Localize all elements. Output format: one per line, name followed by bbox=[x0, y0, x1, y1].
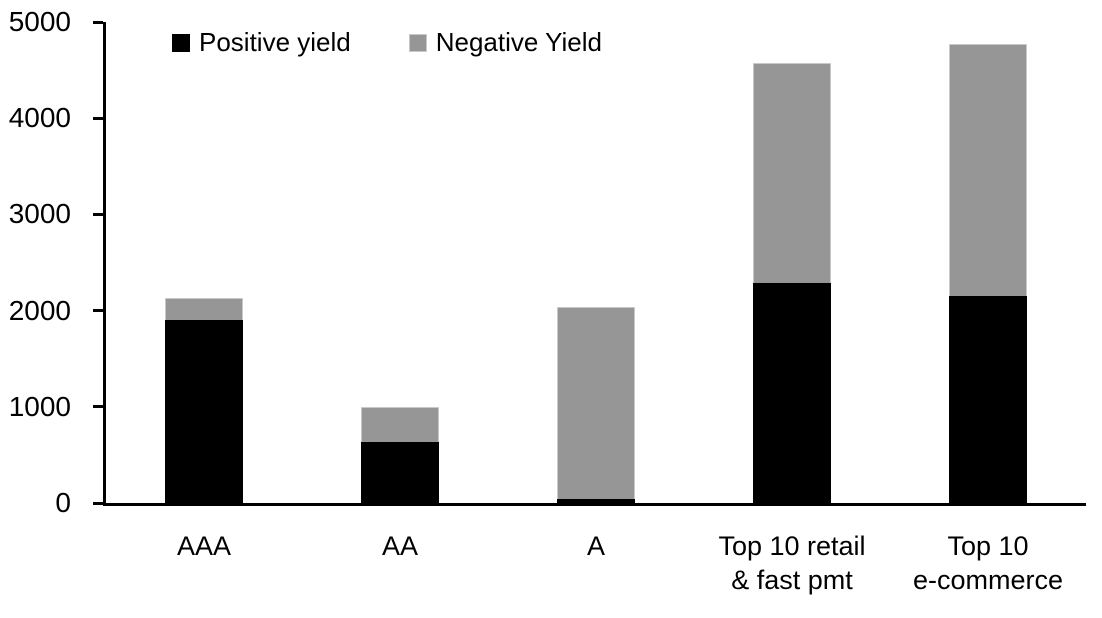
bar-segment-positive-yield-aaa bbox=[165, 320, 243, 503]
legend-item-positive-yield: Positive yield bbox=[172, 29, 351, 55]
bar-segment-negative-yield-aaa bbox=[165, 298, 243, 321]
y-axis-tick-label-3000: 3000 bbox=[8, 198, 71, 230]
bar-slot-top-10-e-commerce bbox=[890, 22, 1086, 503]
x-axis-category-label-top-10-retail-fast-pmt: Top 10 retail & fast pmt bbox=[718, 529, 865, 597]
bar-segment-positive-yield-top-10-e-commerce bbox=[949, 296, 1027, 503]
bar-slot-aaa bbox=[106, 22, 302, 503]
y-axis-tick-mark-1000 bbox=[93, 405, 103, 409]
bar-aaa bbox=[165, 298, 243, 503]
legend: Positive yield Negative Yield bbox=[172, 29, 602, 55]
legend-label-negative-yield: Negative Yield bbox=[435, 27, 602, 57]
x-axis-category-label-line: AA bbox=[381, 531, 419, 561]
legend-swatch-positive-yield bbox=[172, 34, 190, 52]
legend-label-positive-yield: Positive yield bbox=[199, 27, 351, 57]
bar-segment-positive-yield-aa bbox=[361, 442, 439, 503]
bar-aa bbox=[361, 406, 439, 503]
x-axis-category-label-aa: AA bbox=[382, 529, 418, 563]
legend-item-negative-yield: Negative Yield bbox=[408, 27, 602, 57]
bar-segment-positive-yield-top-10-retail-fast-pmt bbox=[753, 282, 831, 503]
plot-area bbox=[103, 22, 1086, 506]
y-axis-tick-mark-5000 bbox=[93, 20, 103, 24]
y-axis-tick-label-4000: 4000 bbox=[8, 102, 71, 134]
y-axis-tick-label-0: 0 bbox=[55, 487, 71, 518]
y-axis-tick-label-5000: 5000 bbox=[8, 6, 71, 37]
bar-top-10-e-commerce bbox=[949, 44, 1027, 503]
x-axis-category-label-line: Top 10 retail bbox=[718, 531, 866, 561]
x-axis-category-label-aaa: AAA bbox=[177, 529, 231, 563]
y-axis-tick-mark-3000 bbox=[93, 212, 103, 216]
bar-segment-negative-yield-a bbox=[557, 306, 635, 500]
y-axis-tick-mark-4000 bbox=[93, 116, 103, 120]
bar-slot-top-10-retail-fast-pmt bbox=[694, 22, 890, 503]
y-axis-tick-label-2000: 2000 bbox=[8, 294, 71, 326]
bar-slot-a bbox=[498, 22, 694, 503]
x-axis-category-label-line: e-commerce bbox=[912, 565, 1064, 595]
bar-segment-negative-yield-aa bbox=[361, 406, 439, 443]
bar-top-10-retail-fast-pmt bbox=[753, 63, 831, 503]
y-axis-tick-mark-0 bbox=[93, 501, 103, 505]
x-axis-category-label-a: A bbox=[587, 529, 605, 563]
legend-swatch-negative-yield bbox=[408, 34, 427, 52]
x-axis-category-label-line: & fast pmt bbox=[731, 565, 853, 595]
bar-segment-positive-yield-a bbox=[557, 499, 635, 503]
bar-a bbox=[557, 306, 635, 503]
x-axis-category-label-line: AAA bbox=[176, 531, 232, 561]
bar-segment-negative-yield-top-10-e-commerce bbox=[949, 44, 1027, 297]
y-axis-tick-label-1000: 1000 bbox=[8, 390, 71, 422]
x-axis-category-label-line: Top 10 bbox=[947, 531, 1029, 561]
bar-segment-negative-yield-top-10-retail-fast-pmt bbox=[753, 63, 831, 283]
bar-slot-aa bbox=[302, 22, 498, 503]
x-axis-category-label-line: A bbox=[586, 531, 606, 561]
y-axis-tick-mark-2000 bbox=[93, 309, 103, 313]
x-axis-category-label-top-10-e-commerce: Top 10 e-commerce bbox=[913, 529, 1063, 597]
